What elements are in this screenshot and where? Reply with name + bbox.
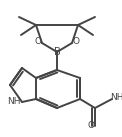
Text: NH₂: NH₂ xyxy=(110,93,122,102)
Text: B: B xyxy=(54,47,60,57)
Text: O: O xyxy=(87,122,95,131)
Text: O: O xyxy=(72,38,80,46)
Text: NH: NH xyxy=(7,98,21,106)
Text: O: O xyxy=(35,38,41,46)
